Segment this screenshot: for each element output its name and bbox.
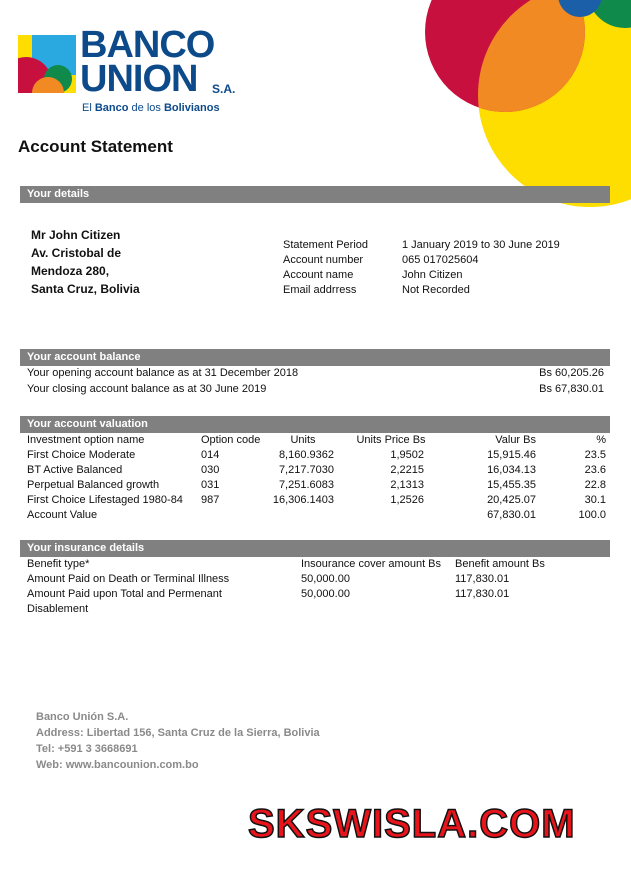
section-header-valuation: Your account valuation: [20, 416, 610, 433]
table-cell: 30.1: [584, 494, 606, 506]
column-header: Insourance cover amount Bs: [301, 558, 442, 570]
table-cell: Perpetual Balanced growth: [27, 479, 160, 491]
statement-field-values: 1 January 2019 to 30 June 2019 065 017025…: [402, 239, 560, 296]
logo-union: UNION: [80, 58, 198, 100]
table-cell: 23.5: [584, 449, 606, 461]
table-cell: 031: [201, 479, 220, 491]
table-cell: 23.6: [584, 464, 606, 476]
section-header-balance: Your account balance: [20, 349, 610, 366]
table-cell: 16,034.13: [487, 464, 536, 476]
statement-field-labels: Statement Period Account number Account na…: [283, 239, 368, 296]
table-cell: 2,1313: [390, 479, 424, 491]
footer-bank-info: Banco Unión S.A. Address: Libertad 156, S…: [36, 711, 320, 771]
table-cell: 67,830.01: [487, 509, 536, 521]
table-cell: 100.0: [578, 509, 606, 521]
table-cell: 117,830.01: [455, 588, 510, 600]
column-header: Benefit amount Bs: [455, 558, 545, 570]
table-cell: 030: [201, 464, 220, 476]
column-header: Valur Bs: [495, 434, 536, 446]
table-cell: 22.8: [584, 479, 606, 491]
section-header-details: Your details: [20, 186, 610, 203]
logo-tagline: El Banco de los Bolivianos: [82, 102, 220, 114]
table-cell: 15,915.46: [487, 449, 536, 461]
page-title: Account Statement: [18, 137, 173, 156]
table-cell: 15,455.35: [487, 479, 536, 491]
table-cell: 014: [201, 449, 220, 461]
column-header: Option code: [201, 434, 261, 446]
closing-balance-value: Bs 67,830.01: [539, 383, 604, 395]
customer-address: Mr John Citizen Av. Cristobal de Mendoza 2…: [31, 228, 140, 296]
logo-mark: [0, 35, 76, 109]
section-header-insurance: Your insurance details: [20, 540, 610, 557]
table-cell: BT Active Balanced: [27, 464, 123, 476]
table-cell: 1,9502: [390, 449, 424, 461]
logo-sa: S.A.: [212, 82, 236, 96]
table-cell: 7,251.6083: [278, 479, 334, 491]
table-cell: 2,2215: [390, 464, 424, 476]
column-header: %: [596, 434, 606, 446]
table-cell: Amount Paid on Death or Terminal Illness: [27, 573, 230, 585]
column-header: Units Price Bs: [356, 434, 426, 446]
column-header: Units: [290, 434, 316, 446]
table-cell: First Choice Moderate: [27, 449, 136, 461]
logo-banco: BANCO: [80, 24, 215, 66]
opening-balance-value: Bs 60,205.26: [539, 367, 604, 379]
table-cell: 20,425.07: [487, 494, 536, 506]
table-cell: Amount Paid upon Total and Permenant: [27, 588, 222, 600]
table-cell: 8,160.9362: [278, 449, 334, 461]
table-cell: Account Value: [27, 509, 98, 521]
column-header: Benefit type*: [27, 558, 90, 570]
table-cell: 117,830.01: [455, 573, 510, 585]
table-cell: 50,000.00: [301, 588, 350, 600]
table-cell: 1,2526: [390, 494, 424, 506]
column-header: Investment option name: [27, 434, 145, 446]
watermark: SKSWISLA.COM: [247, 801, 576, 847]
closing-balance-label: Your closing account balance as at 30 Ju…: [27, 383, 267, 395]
table-cell: First Choice Lifestaged 1980-84: [27, 494, 183, 506]
table-cell: 7,217.7030: [278, 464, 334, 476]
table-cell: 987: [201, 494, 220, 506]
opening-balance-label: Your opening account balance as at 31 De…: [27, 367, 299, 379]
table-cell: Disablement: [27, 603, 89, 615]
decorative-circles: [425, 0, 631, 207]
table-cell: 50,000.00: [301, 573, 350, 585]
table-cell: 16,306.1403: [272, 494, 334, 506]
